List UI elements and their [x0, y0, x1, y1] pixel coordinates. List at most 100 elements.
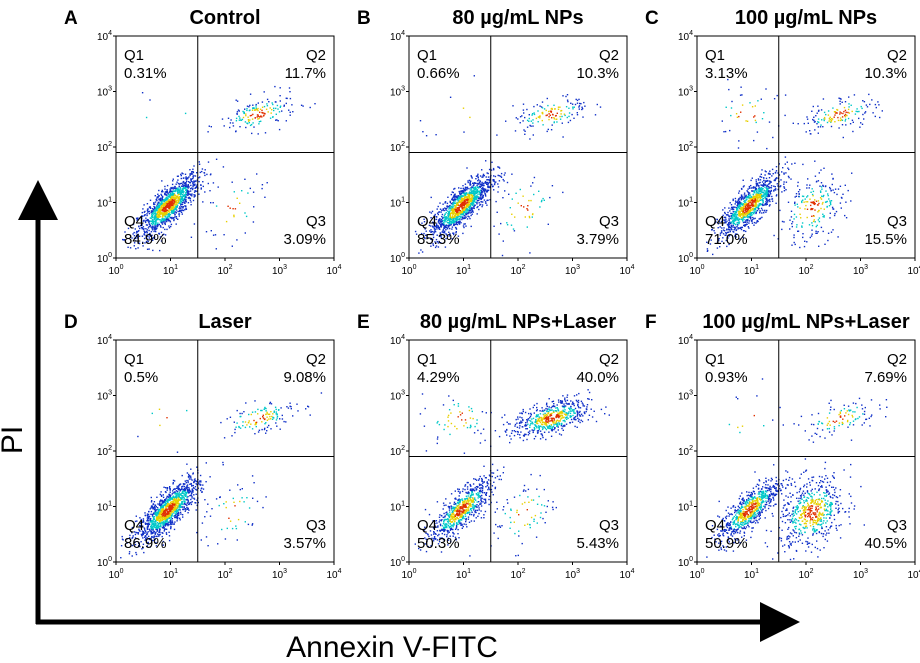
- event-dot: [798, 193, 800, 195]
- event-dot: [439, 202, 441, 204]
- event-dot: [166, 190, 168, 192]
- event-dot: [165, 206, 167, 208]
- event-dot: [215, 205, 218, 207]
- event-dot: [449, 207, 452, 210]
- event-dot: [746, 203, 748, 205]
- event-dot: [481, 181, 483, 184]
- event-dot: [769, 198, 771, 201]
- event-dot: [446, 206, 449, 208]
- event-dot: [709, 243, 712, 245]
- event-dot: [176, 512, 178, 515]
- event-dot: [122, 238, 124, 241]
- event-dot: [714, 218, 716, 220]
- event-dot: [154, 223, 157, 226]
- event-dot: [159, 249, 161, 252]
- event-dot: [456, 223, 459, 226]
- event-dot: [455, 228, 458, 230]
- event-dot: [154, 211, 156, 214]
- event-dot: [721, 219, 724, 221]
- event-dot: [449, 234, 451, 236]
- event-dot: [172, 207, 174, 209]
- event-dot: [480, 201, 483, 203]
- event-dot: [810, 204, 812, 207]
- event-dot: [479, 195, 482, 197]
- event-dot: [765, 204, 767, 206]
- event-dot: [750, 208, 752, 210]
- event-dot: [756, 194, 758, 196]
- event-dot: [166, 220, 168, 223]
- event-dot: [202, 201, 204, 203]
- event-dot: [440, 223, 442, 226]
- event-dot: [185, 178, 187, 181]
- event-dot: [252, 113, 254, 116]
- event-dot: [193, 191, 196, 193]
- event-dot: [137, 217, 139, 219]
- event-dot: [150, 211, 152, 214]
- event-dot: [790, 178, 792, 180]
- event-dot: [166, 189, 168, 191]
- event-dot: [169, 191, 171, 194]
- event-dot: [781, 171, 783, 173]
- event-dot: [185, 176, 187, 178]
- event-dot: [153, 516, 156, 518]
- event-dot: [140, 224, 142, 227]
- event-dot: [441, 215, 443, 218]
- event-dot: [537, 110, 539, 112]
- event-dot: [457, 195, 459, 197]
- event-dot: [473, 193, 475, 196]
- event-dot: [163, 520, 165, 522]
- event-dot: [449, 206, 451, 208]
- event-dot: [533, 105, 535, 108]
- event-dot: [186, 479, 188, 482]
- event-dot: [449, 204, 451, 207]
- event-dot: [191, 489, 193, 491]
- event-dot: [156, 217, 158, 219]
- event-dot: [146, 235, 148, 237]
- event-dot: [476, 203, 478, 205]
- event-dot: [442, 231, 444, 234]
- event-dot: [274, 85, 276, 88]
- event-dot: [172, 194, 174, 196]
- event-dot: [147, 218, 149, 221]
- event-dot: [819, 197, 822, 199]
- event-dot: [141, 227, 143, 229]
- event-dot: [746, 213, 748, 215]
- event-dot: [557, 106, 560, 108]
- event-dot: [452, 191, 454, 194]
- event-dot: [163, 199, 166, 202]
- event-dot: [451, 219, 453, 221]
- event-dot: [765, 177, 768, 180]
- event-dot: [738, 190, 741, 192]
- event-dot: [568, 112, 571, 114]
- event-dot: [160, 213, 162, 215]
- event-dot: [161, 532, 163, 534]
- event-dot: [164, 201, 167, 203]
- event-dot: [146, 513, 149, 515]
- event-dot: [471, 192, 473, 195]
- event-dot: [167, 204, 169, 207]
- event-dot: [755, 195, 757, 197]
- event-dot: [452, 199, 454, 201]
- event-dot: [468, 194, 470, 196]
- event-dot: [754, 115, 756, 117]
- event-dot: [747, 193, 750, 195]
- event-dot: [227, 205, 229, 207]
- event-dot: [177, 188, 180, 191]
- event-dot: [552, 114, 554, 116]
- event-dot: [167, 197, 169, 199]
- event-dot: [166, 502, 168, 505]
- event-dot: [180, 185, 183, 187]
- event-dot: [441, 213, 444, 216]
- event-dot: [449, 227, 451, 230]
- event-dot: [576, 99, 579, 102]
- event-dot: [859, 126, 861, 128]
- event-dot: [506, 224, 509, 226]
- event-dot: [151, 535, 153, 538]
- event-dot: [528, 120, 530, 122]
- event-dot: [465, 209, 467, 211]
- event-dot: [432, 221, 434, 223]
- event-dot: [744, 210, 746, 212]
- event-dot: [462, 192, 464, 194]
- event-dot: [171, 504, 173, 506]
- event-dot: [749, 204, 752, 207]
